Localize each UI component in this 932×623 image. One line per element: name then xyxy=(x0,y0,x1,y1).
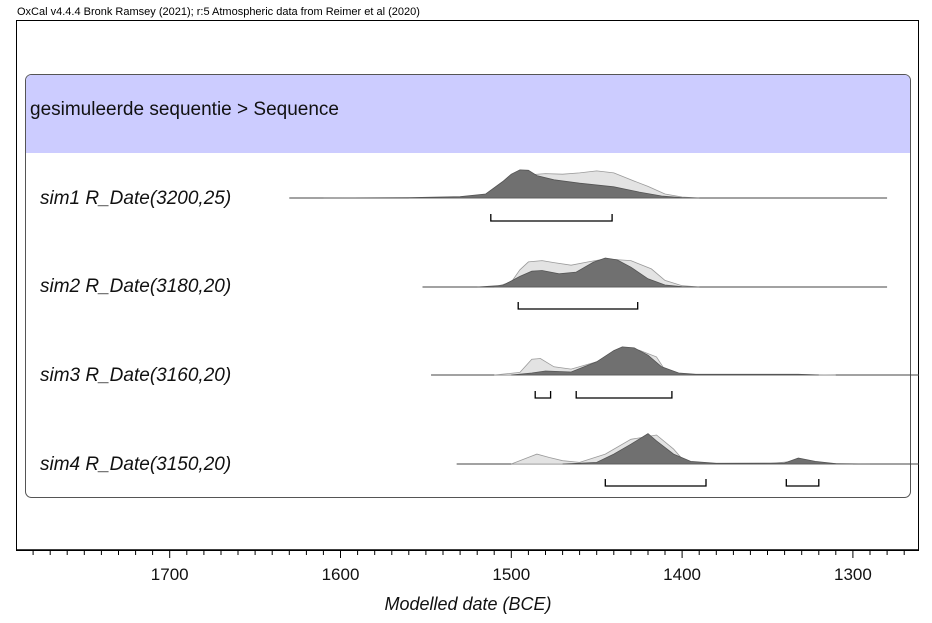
row-label: sim2 R_Date(3180,20) xyxy=(40,276,231,297)
hpd-range-bracket xyxy=(575,391,673,399)
distribution-row: sim3 R_Date(3160,20) xyxy=(40,346,919,399)
hpd-range-bracket xyxy=(534,391,552,399)
hpd-range-bracket xyxy=(517,302,639,310)
row-label: sim1 R_Date(3200,25) xyxy=(40,188,231,209)
tick-label: 1600 xyxy=(322,565,360,584)
distribution-row: sim4 R_Date(3150,20) xyxy=(40,433,919,487)
row-label: sim3 R_Date(3160,20) xyxy=(40,365,231,386)
posterior-distribution xyxy=(562,433,871,465)
tick-label: 1700 xyxy=(151,565,189,584)
distribution-rows: sim1 R_Date(3200,25) sim2 R_Date(3180,20)… xyxy=(40,169,919,487)
hpd-range-bracket xyxy=(490,214,613,222)
chart-credit: OxCal v4.4.4 Bronk Ramsey (2021); r:5 At… xyxy=(17,6,420,18)
sequence-label: gesimuleerde sequentie > Sequence xyxy=(30,99,339,120)
x-axis: 1700 1600 1500 1400 1300 Modelled date (BCE) xyxy=(16,549,919,614)
tick-label: 1400 xyxy=(663,565,701,584)
sequence-box-outline xyxy=(25,74,911,498)
posterior-distribution xyxy=(323,169,700,199)
hpd-range-bracket xyxy=(604,479,707,487)
posterior-distribution xyxy=(511,346,819,376)
tick-label: 1500 xyxy=(492,565,530,584)
tick-label: 1300 xyxy=(834,565,872,584)
x-axis-ticks: 1700 1600 1500 1400 1300 xyxy=(32,550,905,584)
sequence-header-band xyxy=(26,75,910,153)
distribution-row: sim2 R_Date(3180,20) xyxy=(40,257,888,310)
posterior-distribution xyxy=(477,257,700,288)
x-axis-title: Modelled date (BCE) xyxy=(384,594,551,614)
distribution-row: sim1 R_Date(3200,25) xyxy=(40,169,888,222)
sequence-box: gesimuleerde sequentie > Sequence xyxy=(25,74,911,498)
row-label: sim4 R_Date(3150,20) xyxy=(40,454,231,475)
hpd-range-bracket xyxy=(785,479,820,487)
